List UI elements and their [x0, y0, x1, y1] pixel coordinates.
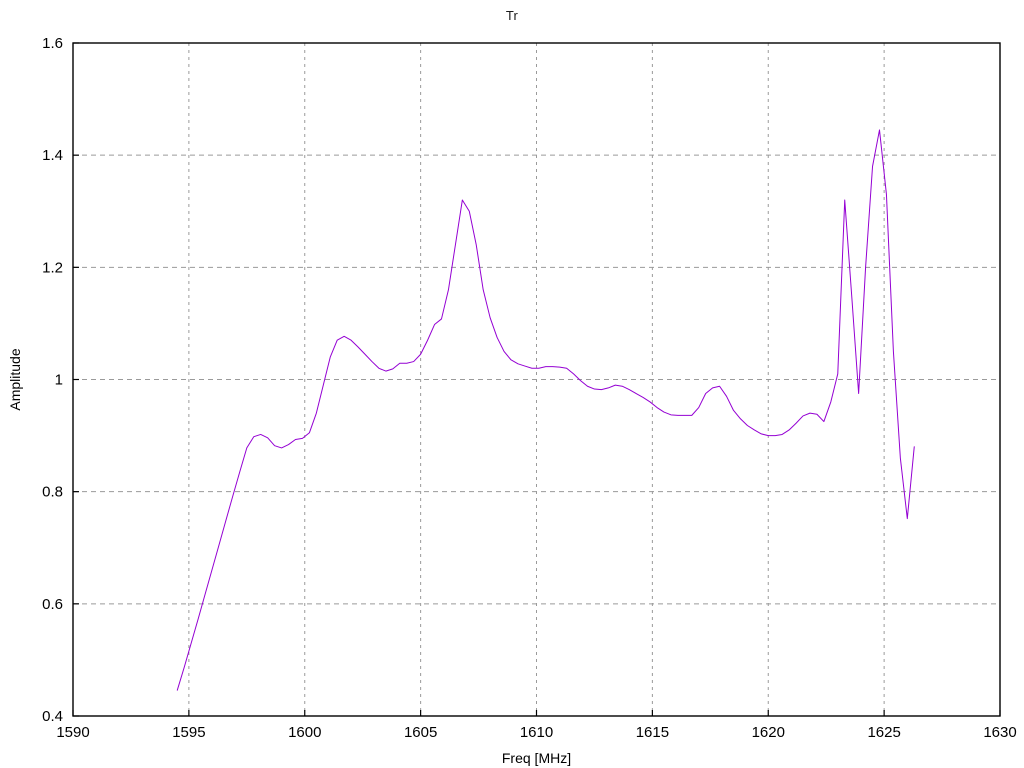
- y-axis-title: Amplitude: [7, 348, 23, 410]
- y-tick-label: 1.4: [42, 147, 63, 164]
- x-tick-label: 1610: [520, 724, 553, 741]
- y-tick-label: 0.4: [42, 708, 63, 725]
- x-tick-label: 1615: [636, 724, 669, 741]
- grid-layer: [73, 43, 1000, 716]
- y-tick-label: 1.6: [42, 35, 63, 52]
- x-tick-label: 1630: [983, 724, 1016, 741]
- x-axis-title: Freq [MHz]: [502, 750, 571, 766]
- axis-ticks: [72, 42, 1001, 717]
- x-tick-label: 1620: [752, 724, 785, 741]
- y-tick-label: 1: [55, 372, 63, 389]
- x-tick-label: 1600: [288, 724, 321, 741]
- chart-title: Tr: [505, 8, 519, 23]
- x-tick-label: 1595: [172, 724, 205, 741]
- x-tick-label: 1605: [404, 724, 437, 741]
- y-tick-label: 1.2: [42, 259, 63, 276]
- y-tick-label: 0.8: [42, 484, 63, 501]
- x-tick-label: 1625: [867, 724, 900, 741]
- axis-labels-layer: 1590 1595 1600 1605 1610 1615 1620 1625 1630 0.4 0…: [7, 35, 1017, 766]
- data-line-Tr: [176, 129, 915, 691]
- x-tick-label: 1590: [56, 724, 89, 741]
- y-tick-label: 0.6: [42, 596, 63, 613]
- data-series-layer: [176, 129, 915, 691]
